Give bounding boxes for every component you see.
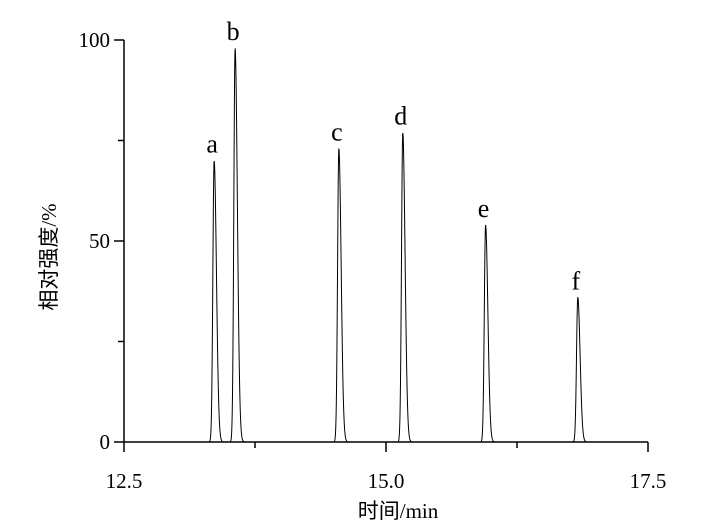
chromatogram-trace [181, 48, 617, 443]
x-tick-label: 12.5 [106, 469, 143, 493]
y-tick-label: 100 [79, 28, 111, 52]
x-tick-label: 15.0 [368, 469, 405, 493]
peak-label-f: f [571, 266, 580, 295]
x-ticks: 12.5 15.0 17.5 [106, 442, 667, 493]
peak-label-e: e [478, 194, 490, 223]
peak-label-d: d [394, 101, 407, 130]
peak-label-b: b [227, 17, 240, 46]
peak-label-a: a [206, 130, 218, 159]
y-tick-label: 0 [100, 430, 111, 454]
peak-label-c: c [331, 118, 343, 147]
x-tick-label: 17.5 [630, 469, 667, 493]
x-axis-title: 时间/min [358, 499, 439, 523]
y-ticks: 0 50 100 [79, 28, 124, 454]
y-tick-label: 50 [89, 229, 110, 253]
peak-labels: a b c d e f [206, 17, 580, 295]
y-axis-title: 相对强度/% [37, 203, 61, 310]
axes: 0 50 100 12.5 15.0 17.5 [79, 28, 667, 493]
